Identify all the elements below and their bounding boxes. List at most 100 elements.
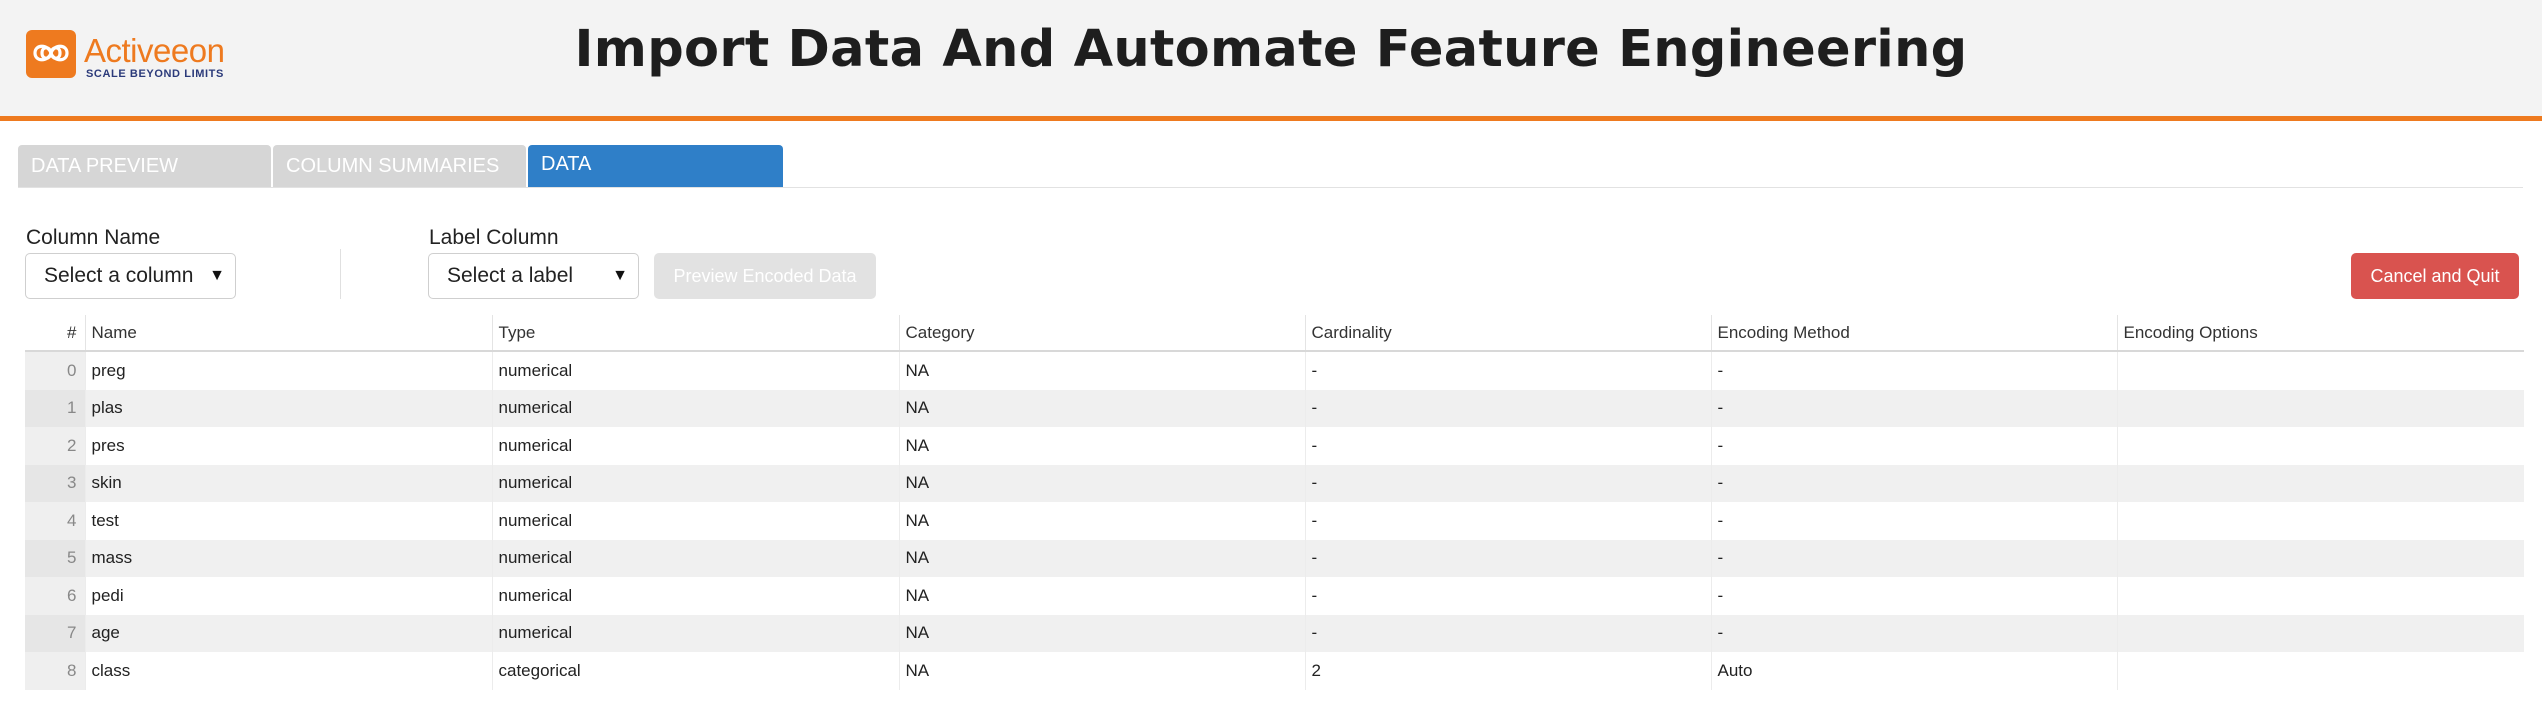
label-select[interactable]: Select a label ▼ — [428, 253, 639, 299]
table-row[interactable]: 4 test numerical NA - - — [25, 502, 2524, 540]
type-cell[interactable]: numerical — [491, 389, 899, 427]
cardinality-cell[interactable]: - — [1304, 389, 1711, 427]
cancel-and-quit-button[interactable]: Cancel and Quit — [2351, 253, 2519, 299]
column-header-name[interactable]: Name — [84, 315, 492, 352]
type-cell[interactable]: numerical — [491, 427, 899, 465]
cardinality-cell[interactable]: - — [1304, 351, 1711, 390]
name-cell[interactable]: test — [84, 502, 492, 540]
table-row[interactable]: 6 pedi numerical NA - - — [25, 577, 2524, 615]
name-cell[interactable]: mass — [84, 539, 492, 577]
name-cell[interactable]: pedi — [84, 577, 492, 615]
cardinality-cell[interactable]: - — [1304, 577, 1711, 615]
column-header-type[interactable]: Type — [491, 315, 899, 352]
table-row[interactable]: 3 skin numerical NA - - — [25, 464, 2524, 502]
category-cell[interactable]: NA — [898, 539, 1305, 577]
row-index-cell: 6 — [25, 577, 85, 615]
cardinality-cell[interactable]: - — [1304, 464, 1711, 502]
encoding-options-cell[interactable] — [2116, 464, 2524, 502]
caret-down-icon: ▼ — [209, 267, 225, 284]
type-cell[interactable]: numerical — [491, 539, 899, 577]
logo-tagline: SCALE BEYOND LIMITS — [86, 68, 224, 80]
caret-down-icon: ▼ — [612, 267, 628, 284]
column-header-encoding-options[interactable]: Encoding Options — [2116, 315, 2524, 352]
encoding-method-cell[interactable]: - — [1710, 614, 2117, 652]
encoding-method-cell[interactable]: - — [1710, 427, 2117, 465]
label-select-value: Select a label — [447, 264, 574, 287]
encoding-options-cell[interactable] — [2116, 389, 2524, 427]
row-index-cell: 8 — [25, 652, 85, 690]
column-name-label: Column Name — [26, 226, 161, 249]
type-cell[interactable]: numerical — [491, 502, 899, 540]
row-index-cell: 5 — [25, 539, 85, 577]
row-index-cell: 4 — [25, 502, 85, 540]
encoding-options-cell[interactable] — [2116, 652, 2524, 690]
type-cell[interactable]: categorical — [491, 652, 899, 690]
cardinality-cell[interactable]: - — [1304, 502, 1711, 540]
column-header-cardinality[interactable]: Cardinality — [1304, 315, 1711, 352]
cardinality-cell[interactable]: - — [1304, 427, 1711, 465]
table-row[interactable]: 2 pres numerical NA - - — [25, 427, 2524, 465]
label-column-label: Label Column — [429, 226, 559, 249]
name-cell[interactable]: skin — [84, 464, 492, 502]
cardinality-cell[interactable]: - — [1304, 614, 1711, 652]
category-cell[interactable]: NA — [898, 427, 1305, 465]
cardinality-cell[interactable]: 2 — [1304, 652, 1711, 690]
logo-wordmark: Activeeon — [84, 32, 225, 69]
encoding-options-cell[interactable] — [2116, 539, 2524, 577]
tab-data-preview[interactable]: DATA PREVIEW — [18, 145, 271, 187]
tab-bar: DATA PREVIEW COLUMN SUMMARIES DATA PREPR… — [18, 145, 2523, 213]
row-index-cell: 0 — [25, 351, 85, 390]
name-cell[interactable]: plas — [84, 389, 492, 427]
column-header-index[interactable]: # — [25, 315, 85, 352]
encoding-method-cell[interactable]: Auto — [1710, 652, 2117, 690]
category-cell[interactable]: NA — [898, 351, 1305, 390]
table-row[interactable]: 5 mass numerical NA - - — [25, 539, 2524, 577]
encoding-method-cell[interactable]: - — [1710, 389, 2117, 427]
encoding-method-cell[interactable]: - — [1710, 351, 2117, 390]
infinity-logo-icon — [26, 30, 76, 78]
category-cell[interactable]: NA — [898, 389, 1305, 427]
table-row[interactable]: 8 class categorical NA 2 Auto — [25, 652, 2524, 690]
preview-encoded-data-button[interactable]: Preview Encoded Data — [654, 253, 876, 299]
encoding-options-cell[interactable] — [2116, 577, 2524, 615]
encoding-options-cell[interactable] — [2116, 427, 2524, 465]
encoding-method-cell[interactable]: - — [1710, 502, 2117, 540]
category-cell[interactable]: NA — [898, 614, 1305, 652]
column-header-encoding-method[interactable]: Encoding Method — [1710, 315, 2117, 352]
page-title: Import Data And Automate Feature Enginee… — [574, 20, 1968, 79]
encoding-method-cell[interactable]: - — [1710, 577, 2117, 615]
column-header-category[interactable]: Category — [898, 315, 1305, 352]
row-index-cell: 1 — [25, 389, 85, 427]
type-cell[interactable]: numerical — [491, 464, 899, 502]
table-body: 0 preg numerical NA - -1 plas numerical NA - -2 pre… — [25, 351, 2524, 690]
table-row[interactable]: 0 preg numerical NA - - — [25, 351, 2524, 390]
activeeon-logo[interactable]: Activeeon SCALE BEYOND LIMITS — [26, 28, 256, 84]
encoding-options-cell[interactable] — [2116, 614, 2524, 652]
tab-column-summaries[interactable]: COLUMN SUMMARIES — [273, 145, 526, 187]
name-cell[interactable]: age — [84, 614, 492, 652]
name-cell[interactable]: preg — [84, 351, 492, 390]
cardinality-cell[interactable]: - — [1304, 539, 1711, 577]
table-row[interactable]: 7 age numerical NA - - — [25, 614, 2524, 652]
row-index-cell: 3 — [25, 464, 85, 502]
column-select-value: Select a column — [44, 264, 194, 287]
encoding-method-cell[interactable]: - — [1710, 539, 2117, 577]
type-cell[interactable]: numerical — [491, 577, 899, 615]
tab-data-preprocessing[interactable]: DATA PREPROCESSING — [528, 145, 783, 213]
category-cell[interactable]: NA — [898, 577, 1305, 615]
encoding-options-cell[interactable] — [2116, 502, 2524, 540]
type-cell[interactable]: numerical — [491, 614, 899, 652]
row-index-cell: 2 — [25, 427, 85, 465]
preprocessing-table: # Name Type Category Cardinality Encodin… — [25, 315, 2524, 690]
encoding-options-cell[interactable] — [2116, 351, 2524, 390]
table-row[interactable]: 1 plas numerical NA - - — [25, 389, 2524, 427]
app-header: Activeeon SCALE BEYOND LIMITS Import Dat… — [0, 0, 2542, 121]
column-select[interactable]: Select a column ▼ — [25, 253, 236, 299]
name-cell[interactable]: class — [84, 652, 492, 690]
encoding-method-cell[interactable]: - — [1710, 464, 2117, 502]
category-cell[interactable]: NA — [898, 502, 1305, 540]
category-cell[interactable]: NA — [898, 652, 1305, 690]
category-cell[interactable]: NA — [898, 464, 1305, 502]
type-cell[interactable]: numerical — [491, 351, 899, 390]
name-cell[interactable]: pres — [84, 427, 492, 465]
